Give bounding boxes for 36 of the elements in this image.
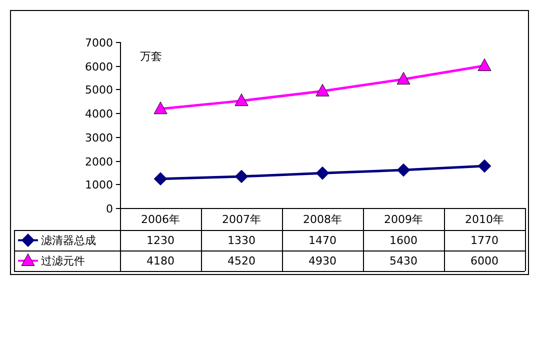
point xyxy=(234,94,248,106)
point xyxy=(478,160,491,173)
data-label: 4930 xyxy=(308,254,336,268)
y-tick-label: 2000 xyxy=(85,156,113,168)
y-tick-label: 7000 xyxy=(85,36,113,50)
y-tick-label: 6000 xyxy=(85,60,113,74)
data-label: 1770 xyxy=(470,234,498,247)
y-tick-label: 5000 xyxy=(85,84,113,96)
data-label: 1330 xyxy=(228,234,256,247)
x-tick-label: 2009年 xyxy=(384,213,423,226)
legend-label: 滤清器总成 xyxy=(41,234,96,247)
point xyxy=(396,72,410,84)
data-label: 6000 xyxy=(470,254,498,268)
point xyxy=(235,170,248,183)
x-tick-label: 2006年 xyxy=(141,213,180,226)
point xyxy=(478,58,492,71)
x-tick-label: 2007年 xyxy=(222,213,261,226)
x-tick-label: 2010年 xyxy=(465,213,504,226)
data-label: 1600 xyxy=(390,234,418,247)
point xyxy=(316,166,329,180)
data-label: 1470 xyxy=(308,234,336,247)
point xyxy=(154,172,167,186)
y-tick-label: 1000 xyxy=(85,178,113,192)
data-label: 4180 xyxy=(146,254,174,268)
data-label: 4520 xyxy=(228,254,256,268)
y-axis-title: 万套 xyxy=(140,50,162,63)
legend-label: 过滤元件 xyxy=(41,254,85,268)
point xyxy=(316,84,330,96)
point xyxy=(397,164,410,177)
y-tick-label: 4000 xyxy=(85,108,113,120)
y-tick-label: 3000 xyxy=(85,132,113,144)
data-label: 5430 xyxy=(390,254,418,268)
data-label: 1230 xyxy=(146,234,174,247)
point xyxy=(154,102,168,114)
y-tick-label: 0 xyxy=(106,202,113,216)
x-tick-label: 2008年 xyxy=(303,213,342,226)
